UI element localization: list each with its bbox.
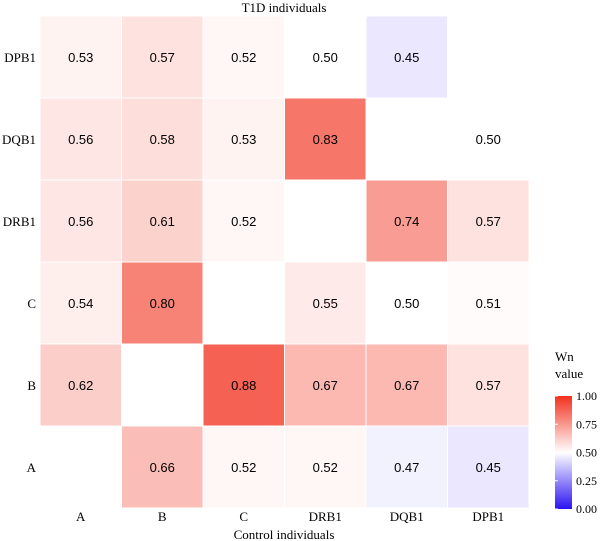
cell-value-label: 0.67 — [313, 378, 338, 393]
cell-value-label: 0.50 — [476, 132, 501, 147]
cell-value-label: 0.51 — [476, 296, 501, 311]
cell-value-label: 0.52 — [231, 50, 256, 65]
heatmap-cell — [365, 15, 448, 99]
cell-value-label: 0.52 — [231, 460, 256, 475]
heatmap-cell — [284, 15, 367, 99]
heatmap-cell — [202, 343, 285, 427]
heatmap-cell — [284, 97, 367, 181]
cell-value-label: 0.54 — [68, 296, 93, 311]
heatmap-cell — [447, 97, 530, 181]
cell-value-label: 0.45 — [394, 50, 419, 65]
x-axis-tick-labels: A B C DRB1 DQB1 DPB1 — [76, 509, 504, 524]
legend-color-bar — [555, 396, 572, 509]
cell-value-label: 0.67 — [394, 378, 419, 393]
cell-value-label: 0.56 — [68, 132, 93, 147]
x-tick-label: DPB1 — [472, 509, 504, 524]
heatmap-cell — [365, 425, 448, 509]
heatmap-cell — [39, 343, 122, 427]
cell-value-label: 0.57 — [476, 378, 501, 393]
heatmap-cell — [202, 15, 285, 99]
cell-value-label: 0.74 — [394, 214, 419, 229]
heatmap-cells — [39, 15, 530, 509]
cell-value-label: 0.61 — [150, 214, 175, 229]
cell-value-label: 0.52 — [313, 460, 338, 475]
x-tick-label: B — [158, 509, 167, 524]
legend-tick-label: 0.50 — [576, 446, 597, 460]
y-tick-label: DRB1 — [3, 214, 36, 229]
heatmap-cell — [121, 261, 204, 345]
y-tick-label: B — [27, 378, 36, 393]
heatmap-cell — [121, 179, 204, 263]
heatmap-cell — [447, 425, 530, 509]
legend-tick-label: 0.75 — [576, 417, 597, 431]
y-tick-label: DQB1 — [2, 132, 36, 147]
heatmap-cell — [39, 97, 122, 181]
heatmap-cell — [121, 15, 204, 99]
y-axis-tick-labels: A B C DRB1 DQB1 DPB1 — [2, 50, 37, 475]
y-tick-label: A — [27, 460, 37, 475]
cell-value-label: 0.80 — [150, 296, 175, 311]
x-tick-label: DQB1 — [390, 509, 424, 524]
chart-title: T1D individuals — [242, 0, 327, 15]
y-tick-label: C — [27, 296, 36, 311]
cell-value-label: 0.56 — [68, 214, 93, 229]
color-legend: 1.00 0.75 0.50 0.25 0.00 — [555, 389, 597, 516]
heatmap-cell — [39, 15, 122, 99]
cell-value-label: 0.57 — [150, 50, 175, 65]
cell-value-label: 0.50 — [313, 50, 338, 65]
cell-value-label: 0.57 — [476, 214, 501, 229]
legend-tick-label: 0.25 — [576, 474, 597, 488]
legend-tick-label: 1.00 — [576, 389, 597, 403]
heatmap-cell — [365, 179, 448, 263]
legend-title-line-1: Wn — [555, 349, 574, 364]
cell-value-label: 0.83 — [313, 132, 338, 147]
heatmap-cell — [284, 343, 367, 427]
heatmap-cell — [202, 179, 285, 263]
x-tick-label: DRB1 — [309, 509, 342, 524]
cell-value-label: 0.50 — [394, 296, 419, 311]
heatmap-cell — [447, 261, 530, 345]
cell-value-label: 0.45 — [476, 460, 501, 475]
cell-value-label: 0.58 — [150, 132, 175, 147]
x-axis-label: Control individuals — [234, 527, 335, 541]
cell-value-label: 0.55 — [313, 296, 338, 311]
legend-title-line-2: value — [555, 366, 583, 381]
cell-value-label: 0.53 — [68, 50, 93, 65]
heatmap-cell — [39, 261, 122, 345]
x-tick-label: A — [76, 509, 86, 524]
cell-value-label: 0.53 — [231, 132, 256, 147]
cell-value-label: 0.88 — [231, 378, 256, 393]
cell-value-label: 0.62 — [68, 378, 93, 393]
cell-value-label: 0.47 — [394, 460, 419, 475]
heatmap-cell — [447, 179, 530, 263]
heatmap-cell — [365, 261, 448, 345]
legend-tick-label: 0.00 — [576, 502, 597, 516]
heatmap-cell — [284, 425, 367, 509]
heatmap-cell-labels: 0.53 0.57 0.52 0.50 0.45 0.56 0.58 0.53 0.83 0.50… — [68, 50, 501, 475]
cell-value-label: 0.66 — [150, 460, 175, 475]
cell-value-label: 0.52 — [231, 214, 256, 229]
y-tick-label: DPB1 — [4, 50, 36, 65]
heatmap-cell — [202, 425, 285, 509]
heatmap-cell — [202, 97, 285, 181]
heatmap-cell — [447, 343, 530, 427]
x-tick-label: C — [239, 509, 248, 524]
heatmap-cell — [284, 261, 367, 345]
